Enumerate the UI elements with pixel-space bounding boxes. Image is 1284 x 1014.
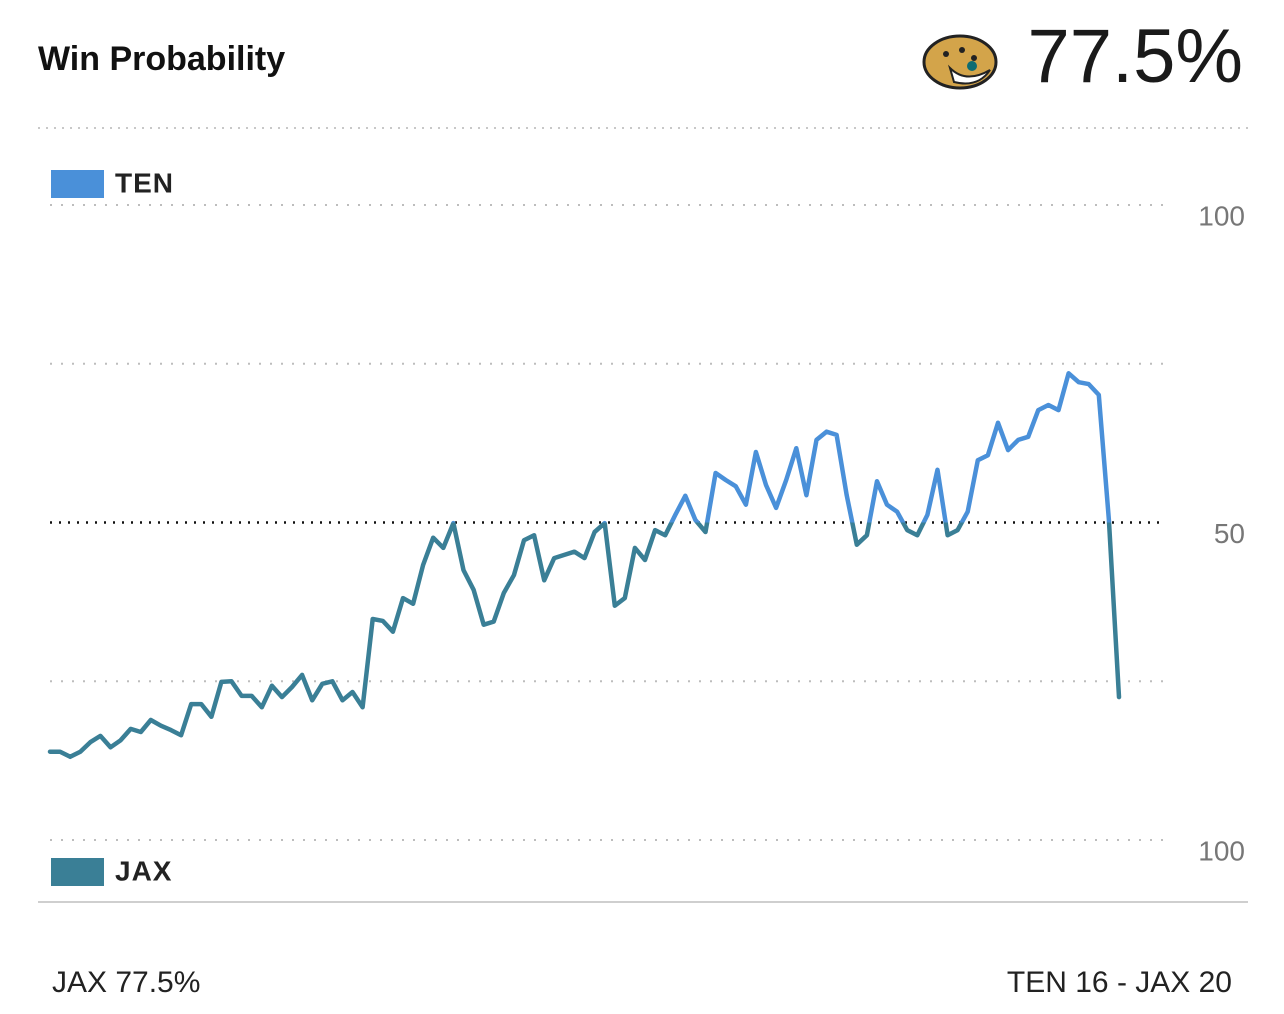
win-probability-line xyxy=(47,371,1122,760)
y-tick-label: 100 xyxy=(1198,200,1245,231)
footer-status: JAX 77.5% xyxy=(52,966,200,999)
legend-label: TEN xyxy=(115,167,174,198)
legend-swatch xyxy=(51,858,104,886)
legend-swatch xyxy=(51,170,104,198)
footer-score: TEN 16 - JAX 20 xyxy=(1007,966,1232,999)
headline-probability: 77.5% xyxy=(1028,14,1244,99)
legend-label: JAX xyxy=(115,855,172,886)
team-logo xyxy=(922,34,998,90)
y-tick-label: 50 xyxy=(1214,518,1245,549)
y-tick-label: 100 xyxy=(1198,835,1245,866)
card-title: Win Probability xyxy=(38,40,285,78)
